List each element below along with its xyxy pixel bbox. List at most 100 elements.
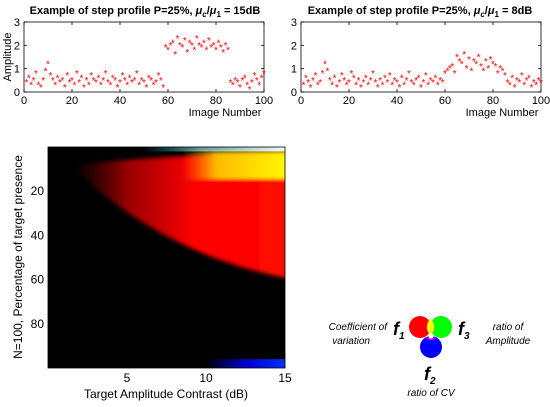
x-tick-label: 10 [199,371,213,385]
data-point: * [309,83,313,94]
data-point: * [125,81,129,92]
data-point: * [240,76,244,87]
data-point: * [238,83,242,94]
data-point: * [352,74,356,85]
data-point: * [118,78,122,89]
data-point: * [393,76,397,87]
data-point: * [316,81,320,92]
heatmap-cyan-region [142,147,285,152]
data-point: * [108,81,112,92]
data-point: * [400,74,404,85]
heatmap-ticks: 5 10 15 20 40 60 80 [31,184,292,385]
data-point: * [301,81,305,92]
data-point: * [433,74,437,85]
data-point: * [529,83,533,94]
data-point: * [116,83,120,94]
data-point: * [94,78,98,89]
legend-f3-symbol: f3 [458,319,470,342]
x-tick-label: 0 [298,95,304,107]
data-point: * [402,81,406,92]
data-point: * [354,81,358,92]
data-point: * [245,81,249,92]
y-tick-label: 80 [31,317,45,331]
data-point: * [87,81,91,92]
data-point: * [424,71,428,82]
data-point: * [357,76,361,87]
data-point: * [311,76,315,87]
x-tick-label: 80 [210,95,222,107]
data-point: * [216,39,220,50]
x-tick-label: 20 [66,95,78,107]
data-point: * [321,69,325,80]
data-point: * [366,81,370,92]
data-point: * [36,81,40,92]
data-point: * [207,36,211,47]
x-tick-label: 5 [124,371,131,385]
data-point: * [525,76,529,87]
data-point: * [96,74,100,85]
data-point: * [72,81,76,92]
data-point: * [472,57,476,68]
data-point: * [34,69,38,80]
data-point: * [68,78,72,89]
data-point: * [101,76,105,87]
data-point: * [498,64,502,75]
data-point: * [537,76,541,87]
data-point: * [513,83,517,94]
data-point: * [236,78,240,89]
data-point: * [190,41,194,52]
data-point: * [429,76,433,87]
data-point: * [48,71,52,82]
data-point: * [349,69,353,80]
data-point: * [56,74,60,85]
y-tick-label: 20 [31,184,45,198]
heatmap-axes-box [47,146,286,369]
data-point: * [51,76,55,87]
data-point: * [255,76,259,87]
legend-f1-symbol: f1 [393,319,405,342]
data-point: * [426,81,430,92]
data-point: * [164,43,168,54]
data-point: * [390,81,394,92]
data-point: * [445,67,449,78]
data-point: * [120,71,124,82]
data-point: * [491,60,495,71]
data-point: * [214,46,218,57]
data-point: * [359,83,363,94]
data-point: * [135,69,139,80]
data-point: * [123,76,127,87]
data-point: * [383,74,387,85]
data-point: * [333,74,337,85]
data-point: * [137,81,141,92]
data-point: * [438,76,442,87]
data-point: * [450,62,454,73]
data-point: * [156,71,160,82]
legend-yellow-overlap [426,318,435,336]
y-tick-label: 3 [14,17,20,29]
y-tick-label: 2 [14,40,20,52]
data-point: * [361,78,365,89]
data-point: * [419,83,423,94]
data-point: * [522,81,526,92]
data-point: * [388,71,392,82]
y-tick-label: 1 [14,64,20,76]
data-point: * [192,46,196,57]
data-point: * [385,78,389,89]
heatmap-regions [71,147,285,368]
data-point: * [318,78,322,89]
data-point: * [469,67,473,78]
data-point: * [520,71,524,82]
data-point: * [32,76,36,87]
data-point: * [405,76,409,87]
data-point: * [104,69,108,80]
data-point: * [421,78,425,89]
x-tick-label: 100 [255,95,273,107]
data-point: * [340,71,344,82]
heatmap-yellow-region [182,151,285,181]
data-point: * [441,78,445,89]
heatmap-red-region [71,151,285,278]
data-point: * [58,78,62,89]
data-point: * [335,83,339,94]
data-point: * [84,76,88,87]
